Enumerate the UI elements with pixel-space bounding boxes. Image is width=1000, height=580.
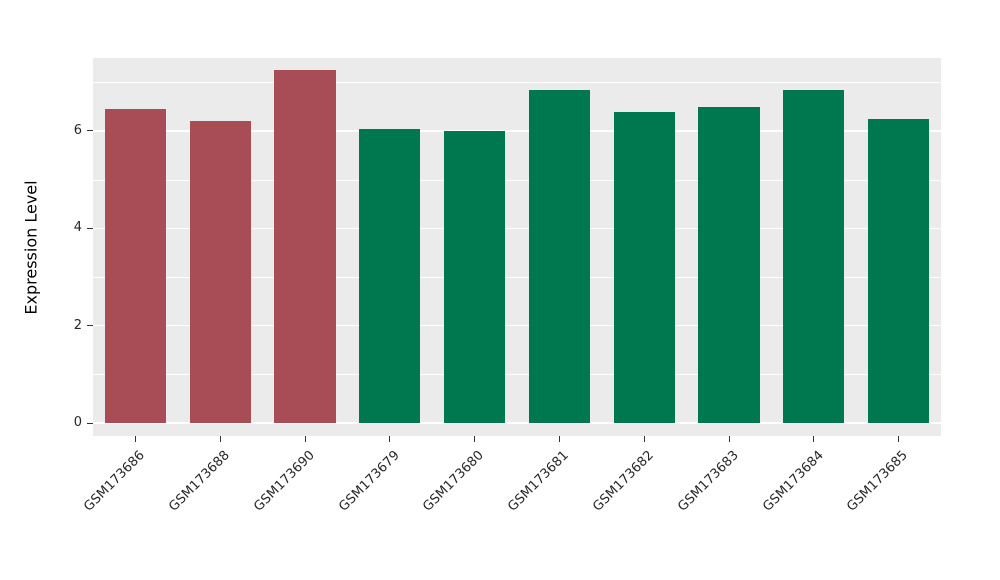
minor-gridline — [93, 374, 941, 376]
x-tick-label: GSM173685 — [844, 448, 912, 515]
x-tick-label: GSM173684 — [759, 448, 827, 515]
x-tick-label: GSM173690 — [251, 448, 318, 515]
bar-GSM173680 — [444, 130, 506, 423]
bar-GSM173681 — [528, 89, 590, 423]
x-tick-mark — [898, 436, 900, 442]
minor-gridline — [93, 276, 941, 278]
bar-GSM173683 — [698, 106, 760, 423]
minor-gridline — [93, 82, 941, 83]
x-tick-mark — [304, 436, 306, 442]
x-tick-mark — [389, 436, 391, 442]
y-tick-mark — [87, 325, 93, 327]
x-tick-mark — [134, 436, 136, 442]
bar-GSM173686 — [104, 109, 166, 423]
x-tick-label: GSM173681 — [505, 448, 573, 515]
major-gridline — [93, 227, 941, 229]
major-gridline — [93, 422, 941, 424]
x-tick-label: GSM173686 — [81, 448, 149, 515]
y-tick-label: 0 — [73, 415, 82, 430]
y-axis-label: Expression Level — [20, 58, 42, 436]
bar-GSM173679 — [359, 128, 421, 423]
major-gridline — [93, 130, 941, 132]
plot-panel — [93, 58, 941, 436]
y-tick-mark — [87, 422, 93, 424]
y-tick-label: 4 — [73, 220, 82, 236]
x-tick-label: GSM173682 — [590, 448, 657, 515]
x-tick-mark — [558, 436, 560, 442]
bar-GSM173685 — [868, 118, 930, 423]
x-tick-label: GSM173683 — [675, 448, 742, 515]
x-tick-mark — [813, 436, 815, 442]
y-tick-mark — [87, 227, 93, 229]
x-tick-mark — [728, 436, 730, 442]
bar-GSM173684 — [783, 89, 845, 423]
minor-gridline — [93, 179, 941, 181]
y-axis-label-text: Expression Level — [21, 179, 41, 315]
x-tick-label: GSM173688 — [166, 448, 233, 515]
bar-GSM173688 — [189, 121, 251, 423]
bar-GSM173690 — [274, 70, 336, 423]
x-tick-label: GSM173680 — [420, 448, 488, 515]
y-tick-label: 2 — [73, 317, 82, 333]
x-tick-label: GSM173679 — [335, 448, 403, 515]
y-tick-label: 6 — [73, 122, 82, 138]
x-tick-mark — [474, 436, 476, 442]
y-tick-mark — [87, 130, 93, 132]
bar-GSM173682 — [613, 111, 675, 423]
x-tick-mark — [643, 436, 645, 442]
major-gridline — [93, 324, 941, 327]
x-tick-mark — [219, 436, 221, 442]
